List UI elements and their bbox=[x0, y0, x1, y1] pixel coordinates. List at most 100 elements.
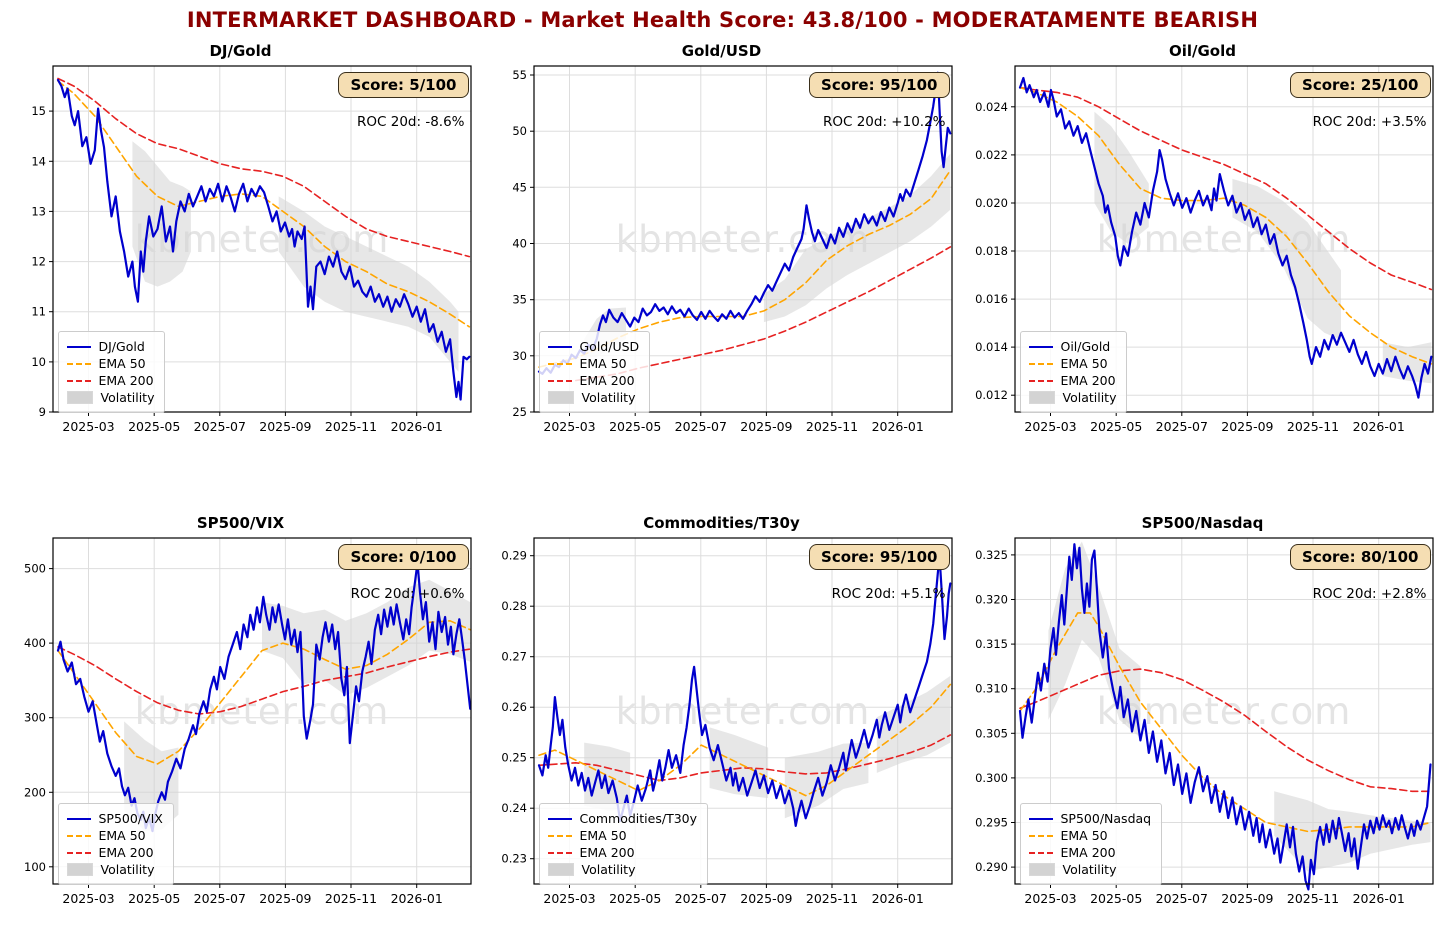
score-badge: Score: 95/100 bbox=[809, 544, 950, 570]
chart-title: DJ/Gold bbox=[209, 42, 272, 60]
svg-text:50: 50 bbox=[512, 124, 527, 138]
legend: SP500/VIX EMA 50 EMA 200 Volatility bbox=[57, 803, 174, 885]
score-badge: Score: 0/100 bbox=[338, 544, 469, 570]
legend-label: DJ/Gold bbox=[98, 339, 145, 354]
svg-text:2026-01: 2026-01 bbox=[871, 419, 923, 434]
svg-text:2025-09: 2025-09 bbox=[1221, 891, 1273, 906]
price-line-sample bbox=[66, 345, 91, 348]
svg-text:2026-01: 2026-01 bbox=[390, 891, 442, 906]
legend-label: EMA 200 bbox=[579, 373, 635, 388]
score-badge: Score: 80/100 bbox=[1290, 544, 1431, 570]
legend-label: Commodities/T30y bbox=[579, 811, 698, 826]
volatility-band-sample bbox=[66, 391, 93, 404]
score-badge: Score: 5/100 bbox=[338, 72, 469, 98]
legend-label: Oil/Gold bbox=[1060, 339, 1111, 354]
svg-text:2025-03: 2025-03 bbox=[62, 891, 114, 906]
svg-text:2025-09: 2025-09 bbox=[259, 891, 311, 906]
svg-text:0.024: 0.024 bbox=[975, 100, 1008, 114]
svg-text:0.315: 0.315 bbox=[975, 637, 1008, 651]
svg-text:0.300: 0.300 bbox=[975, 771, 1008, 785]
svg-text:2025-11: 2025-11 bbox=[324, 891, 376, 906]
volatility-band-sample bbox=[1028, 391, 1055, 404]
svg-text:55: 55 bbox=[512, 68, 527, 82]
roc-label: ROC 20d: -8.6% bbox=[357, 114, 465, 130]
svg-text:200: 200 bbox=[24, 785, 46, 799]
chart-title: SP500/VIX bbox=[196, 514, 285, 532]
legend-label: Volatility bbox=[1062, 390, 1117, 405]
svg-text:kbmeter.com: kbmeter.com bbox=[615, 690, 870, 733]
svg-text:2025-09: 2025-09 bbox=[740, 891, 792, 906]
legend-label: EMA 200 bbox=[1060, 373, 1116, 388]
svg-text:kbmeter.com: kbmeter.com bbox=[134, 690, 389, 733]
svg-text:2025-07: 2025-07 bbox=[193, 891, 245, 906]
svg-text:400: 400 bbox=[24, 636, 46, 650]
svg-text:300: 300 bbox=[24, 711, 46, 725]
svg-text:10: 10 bbox=[31, 355, 46, 369]
svg-text:2025-07: 2025-07 bbox=[674, 891, 726, 906]
volatility-band-sample bbox=[547, 391, 574, 404]
svg-text:0.018: 0.018 bbox=[975, 244, 1008, 258]
svg-text:25: 25 bbox=[512, 405, 527, 419]
score-badge: Score: 25/100 bbox=[1290, 72, 1431, 98]
legend-label: Volatility bbox=[100, 390, 155, 405]
chart-title: Oil/Gold bbox=[1168, 42, 1236, 60]
svg-text:35: 35 bbox=[512, 293, 527, 307]
svg-text:2025-03: 2025-03 bbox=[1024, 891, 1076, 906]
svg-text:0.310: 0.310 bbox=[975, 682, 1008, 696]
svg-text:2025-05: 2025-05 bbox=[609, 891, 661, 906]
chart-title: Commodities/T30y bbox=[643, 514, 800, 532]
svg-text:2025-03: 2025-03 bbox=[1024, 419, 1076, 434]
svg-text:2025-11: 2025-11 bbox=[1286, 419, 1338, 434]
legend-label: Volatility bbox=[581, 390, 636, 405]
legend: Oil/Gold EMA 50 EMA 200 Volatility bbox=[1019, 331, 1128, 413]
svg-text:0.325: 0.325 bbox=[975, 548, 1008, 562]
svg-text:2025-05: 2025-05 bbox=[1090, 891, 1142, 906]
ema50-line-sample bbox=[1028, 834, 1053, 837]
chart-title: Gold/USD bbox=[681, 42, 762, 60]
svg-text:2025-03: 2025-03 bbox=[543, 419, 595, 434]
legend: Commodities/T30y EMA 50 EMA 200 Volatili… bbox=[538, 803, 709, 885]
svg-text:2025-07: 2025-07 bbox=[1155, 419, 1207, 434]
ema200-line-sample bbox=[1028, 379, 1053, 382]
svg-text:0.29: 0.29 bbox=[501, 549, 527, 563]
svg-text:0.022: 0.022 bbox=[975, 148, 1008, 162]
svg-text:12: 12 bbox=[31, 255, 46, 269]
svg-text:0.25: 0.25 bbox=[501, 751, 527, 765]
ema50-line-sample bbox=[547, 362, 572, 365]
svg-text:2025-11: 2025-11 bbox=[805, 419, 857, 434]
svg-text:13: 13 bbox=[31, 204, 46, 218]
svg-text:9: 9 bbox=[38, 405, 45, 419]
legend-label: Volatility bbox=[100, 862, 155, 877]
svg-text:2025-07: 2025-07 bbox=[193, 419, 245, 434]
legend: DJ/Gold EMA 50 EMA 200 Volatility bbox=[57, 331, 166, 413]
svg-text:100: 100 bbox=[24, 860, 46, 874]
svg-text:2026-01: 2026-01 bbox=[1352, 891, 1404, 906]
legend-label: Gold/USD bbox=[579, 339, 640, 354]
ema50-line-sample bbox=[1028, 362, 1053, 365]
svg-text:500: 500 bbox=[24, 562, 46, 576]
svg-text:0.014: 0.014 bbox=[975, 340, 1008, 354]
chart-sp500-nasdaq: SP500/Nasdaq kbmeter.com 2025-03 2025-05 20… bbox=[963, 512, 1443, 918]
ema200-line-sample bbox=[1028, 851, 1053, 854]
svg-text:2025-09: 2025-09 bbox=[740, 419, 792, 434]
svg-text:0.28: 0.28 bbox=[501, 599, 527, 613]
legend-label: SP500/Nasdaq bbox=[1060, 811, 1152, 826]
svg-text:40: 40 bbox=[512, 237, 527, 251]
svg-text:30: 30 bbox=[512, 349, 527, 363]
ema200-line-sample bbox=[66, 379, 91, 382]
volatility-band-sample bbox=[1028, 863, 1055, 876]
svg-text:15: 15 bbox=[31, 104, 46, 118]
ema50-line-sample bbox=[66, 362, 91, 365]
svg-text:11: 11 bbox=[31, 305, 46, 319]
ema200-line-sample bbox=[547, 379, 572, 382]
svg-text:2025-11: 2025-11 bbox=[1286, 891, 1338, 906]
svg-text:2026-01: 2026-01 bbox=[1352, 419, 1404, 434]
svg-text:0.24: 0.24 bbox=[501, 801, 527, 815]
legend-label: EMA 200 bbox=[579, 845, 635, 860]
volatility-band-sample bbox=[66, 863, 93, 876]
score-badge: Score: 95/100 bbox=[809, 72, 950, 98]
